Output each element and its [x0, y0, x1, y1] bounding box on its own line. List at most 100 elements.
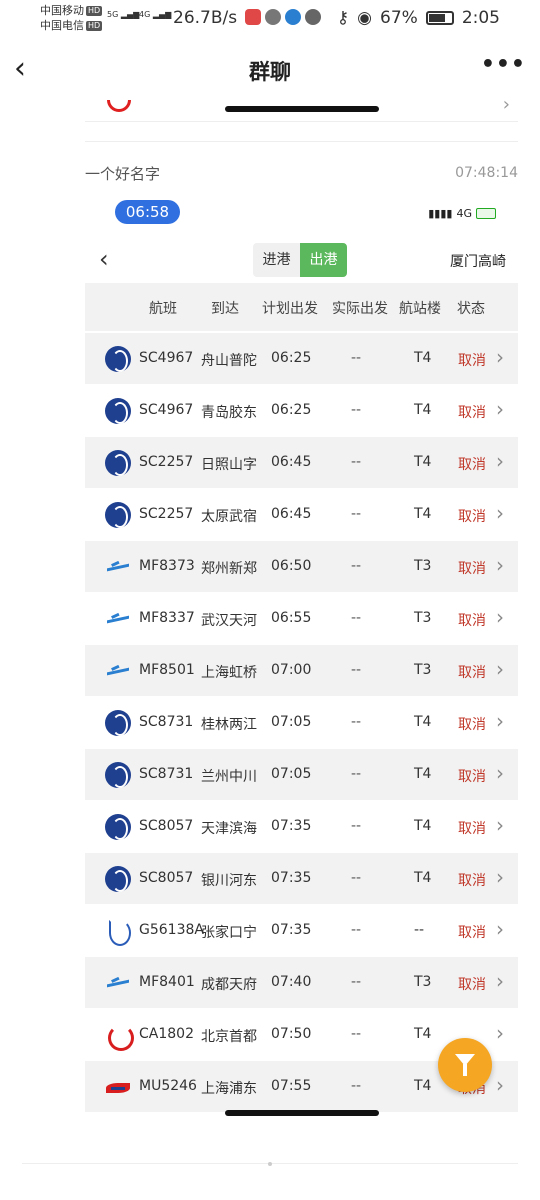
filter-icon [438, 1038, 492, 1092]
eye-icon: ◉ [357, 8, 372, 28]
chevron-right-icon: › [496, 865, 504, 889]
airline-logo-icon [105, 710, 131, 736]
flight-number: SC8057 [139, 818, 193, 834]
airline-logo-icon [105, 502, 131, 528]
flight-status: 取消 [458, 506, 486, 526]
flight-status: 取消 [458, 922, 486, 942]
tab-arrival: 进港 [253, 243, 300, 277]
chevron-right-icon: › [496, 657, 504, 681]
chevron-right-icon: › [496, 605, 504, 629]
destination: 日照山字 [201, 454, 257, 474]
more-options-icon[interactable]: ••• [481, 52, 526, 77]
actual-departure: -- [351, 402, 361, 418]
chevron-right-icon: › [496, 813, 504, 837]
shared-screenshot[interactable]: 06:58 ▮▮▮▮ 4G ‹ 进港 出港 厦门高崎 航班 到达 计划出发 实际… [85, 195, 518, 1125]
planned-departure: 06:55 [271, 610, 311, 626]
airline-logo-icon [105, 814, 131, 840]
destination: 兰州中川 [201, 766, 257, 786]
flight-number: MF8501 [139, 662, 195, 678]
clock: 2:05 [462, 8, 500, 28]
carrier-2: 中国电信 [40, 19, 84, 32]
sender-name[interactable]: 一个好名字 [85, 163, 160, 184]
bulb-icon [285, 9, 301, 25]
flight-number: SC8057 [139, 870, 193, 886]
planned-departure: 07:50 [271, 1026, 311, 1042]
chevron-right-icon: › [496, 917, 504, 941]
airline-logo-icon [105, 398, 131, 424]
chevron-right-icon: › [496, 501, 504, 525]
airline-logo-icon [105, 606, 131, 632]
globe-icon [305, 9, 321, 25]
planned-departure: 06:45 [271, 454, 311, 470]
chevron-right-icon: › [496, 345, 504, 369]
key-icon: ⚷ [337, 8, 349, 28]
flight-number: SC8731 [139, 766, 193, 782]
col-terminal: 航站楼 [399, 298, 441, 318]
flight-number: MU5246 [139, 1078, 197, 1094]
chevron-right-icon: › [496, 449, 504, 473]
flight-row: G56138A 张家口宁 07:35 -- -- 取消 › [85, 905, 518, 957]
actual-departure: -- [351, 454, 361, 470]
screenshot-clock: 06:58 [115, 200, 180, 224]
planned-departure: 07:35 [271, 922, 311, 938]
flight-row: MF8501 上海虹桥 07:00 -- T3 取消 › [85, 645, 518, 697]
page-dot [268, 1162, 272, 1166]
flight-row: SC2257 太原武宿 06:45 -- T4 取消 › [85, 489, 518, 541]
actual-departure: -- [351, 818, 361, 834]
destination: 上海浦东 [201, 1078, 257, 1098]
flight-row: MF8401 成都天府 07:40 -- T3 取消 › [85, 957, 518, 1009]
airline-logo-icon [105, 450, 131, 476]
planned-departure: 07:00 [271, 662, 311, 678]
airline-logo-icon [105, 658, 131, 684]
planned-departure: 06:50 [271, 558, 311, 574]
planned-departure: 06:25 [271, 350, 311, 366]
flight-status: 取消 [458, 402, 486, 422]
col-status: 状态 [457, 298, 485, 318]
chevron-right-icon: › [496, 1021, 504, 1045]
planned-departure: 07:40 [271, 974, 311, 990]
nav-header: ‹ 群聊 ••• [0, 38, 540, 100]
planned-departure: 07:35 [271, 818, 311, 834]
flight-status: 取消 [458, 714, 486, 734]
notification-icons [245, 9, 321, 25]
actual-departure: -- [351, 922, 361, 938]
chevron-right-icon: › [503, 100, 510, 115]
battery-charging-icon [476, 208, 496, 219]
flight-number: MF8373 [139, 558, 195, 574]
signal-4g-icon: 4G ▂▄▆ [139, 10, 171, 19]
destination: 上海虹桥 [201, 662, 257, 682]
actual-departure: -- [351, 870, 361, 886]
planned-departure: 07:55 [271, 1078, 311, 1094]
flight-row: SC2257 日照山字 06:45 -- T4 取消 › [85, 437, 518, 489]
destination: 武汉天河 [201, 610, 257, 630]
chevron-right-icon: › [496, 969, 504, 993]
chevron-right-icon: › [496, 397, 504, 421]
terminal: T4 [414, 1078, 431, 1094]
planned-departure: 06:25 [271, 402, 311, 418]
page-title: 群聊 [0, 56, 540, 86]
terminal: T4 [414, 454, 431, 470]
airport-name: 厦门高崎 [450, 251, 506, 271]
flight-status: 取消 [458, 766, 486, 786]
terminal: T4 [414, 818, 431, 834]
planned-departure: 07:35 [271, 870, 311, 886]
flight-number: SC8731 [139, 714, 193, 730]
actual-departure: -- [351, 610, 361, 626]
airline-logo-icon [105, 1022, 131, 1048]
terminal: T3 [414, 610, 431, 626]
actual-departure: -- [351, 662, 361, 678]
destination: 舟山普陀 [201, 350, 257, 370]
flight-status: 取消 [458, 350, 486, 370]
actual-departure: -- [351, 350, 361, 366]
home-indicator [225, 1110, 379, 1116]
battery-percent: 67% [380, 8, 418, 28]
destination: 青岛胶东 [201, 402, 257, 422]
flight-status: 取消 [458, 454, 486, 474]
airline-logo-icon [105, 866, 131, 892]
airline-logo-icon [105, 918, 131, 944]
actual-departure: -- [351, 714, 361, 730]
airline-logo-icon [105, 1074, 131, 1100]
terminal: T4 [414, 402, 431, 418]
table-header: 航班 到达 计划出发 实际出发 航站楼 状态 [85, 283, 518, 331]
airline-logo-icon [105, 554, 131, 580]
